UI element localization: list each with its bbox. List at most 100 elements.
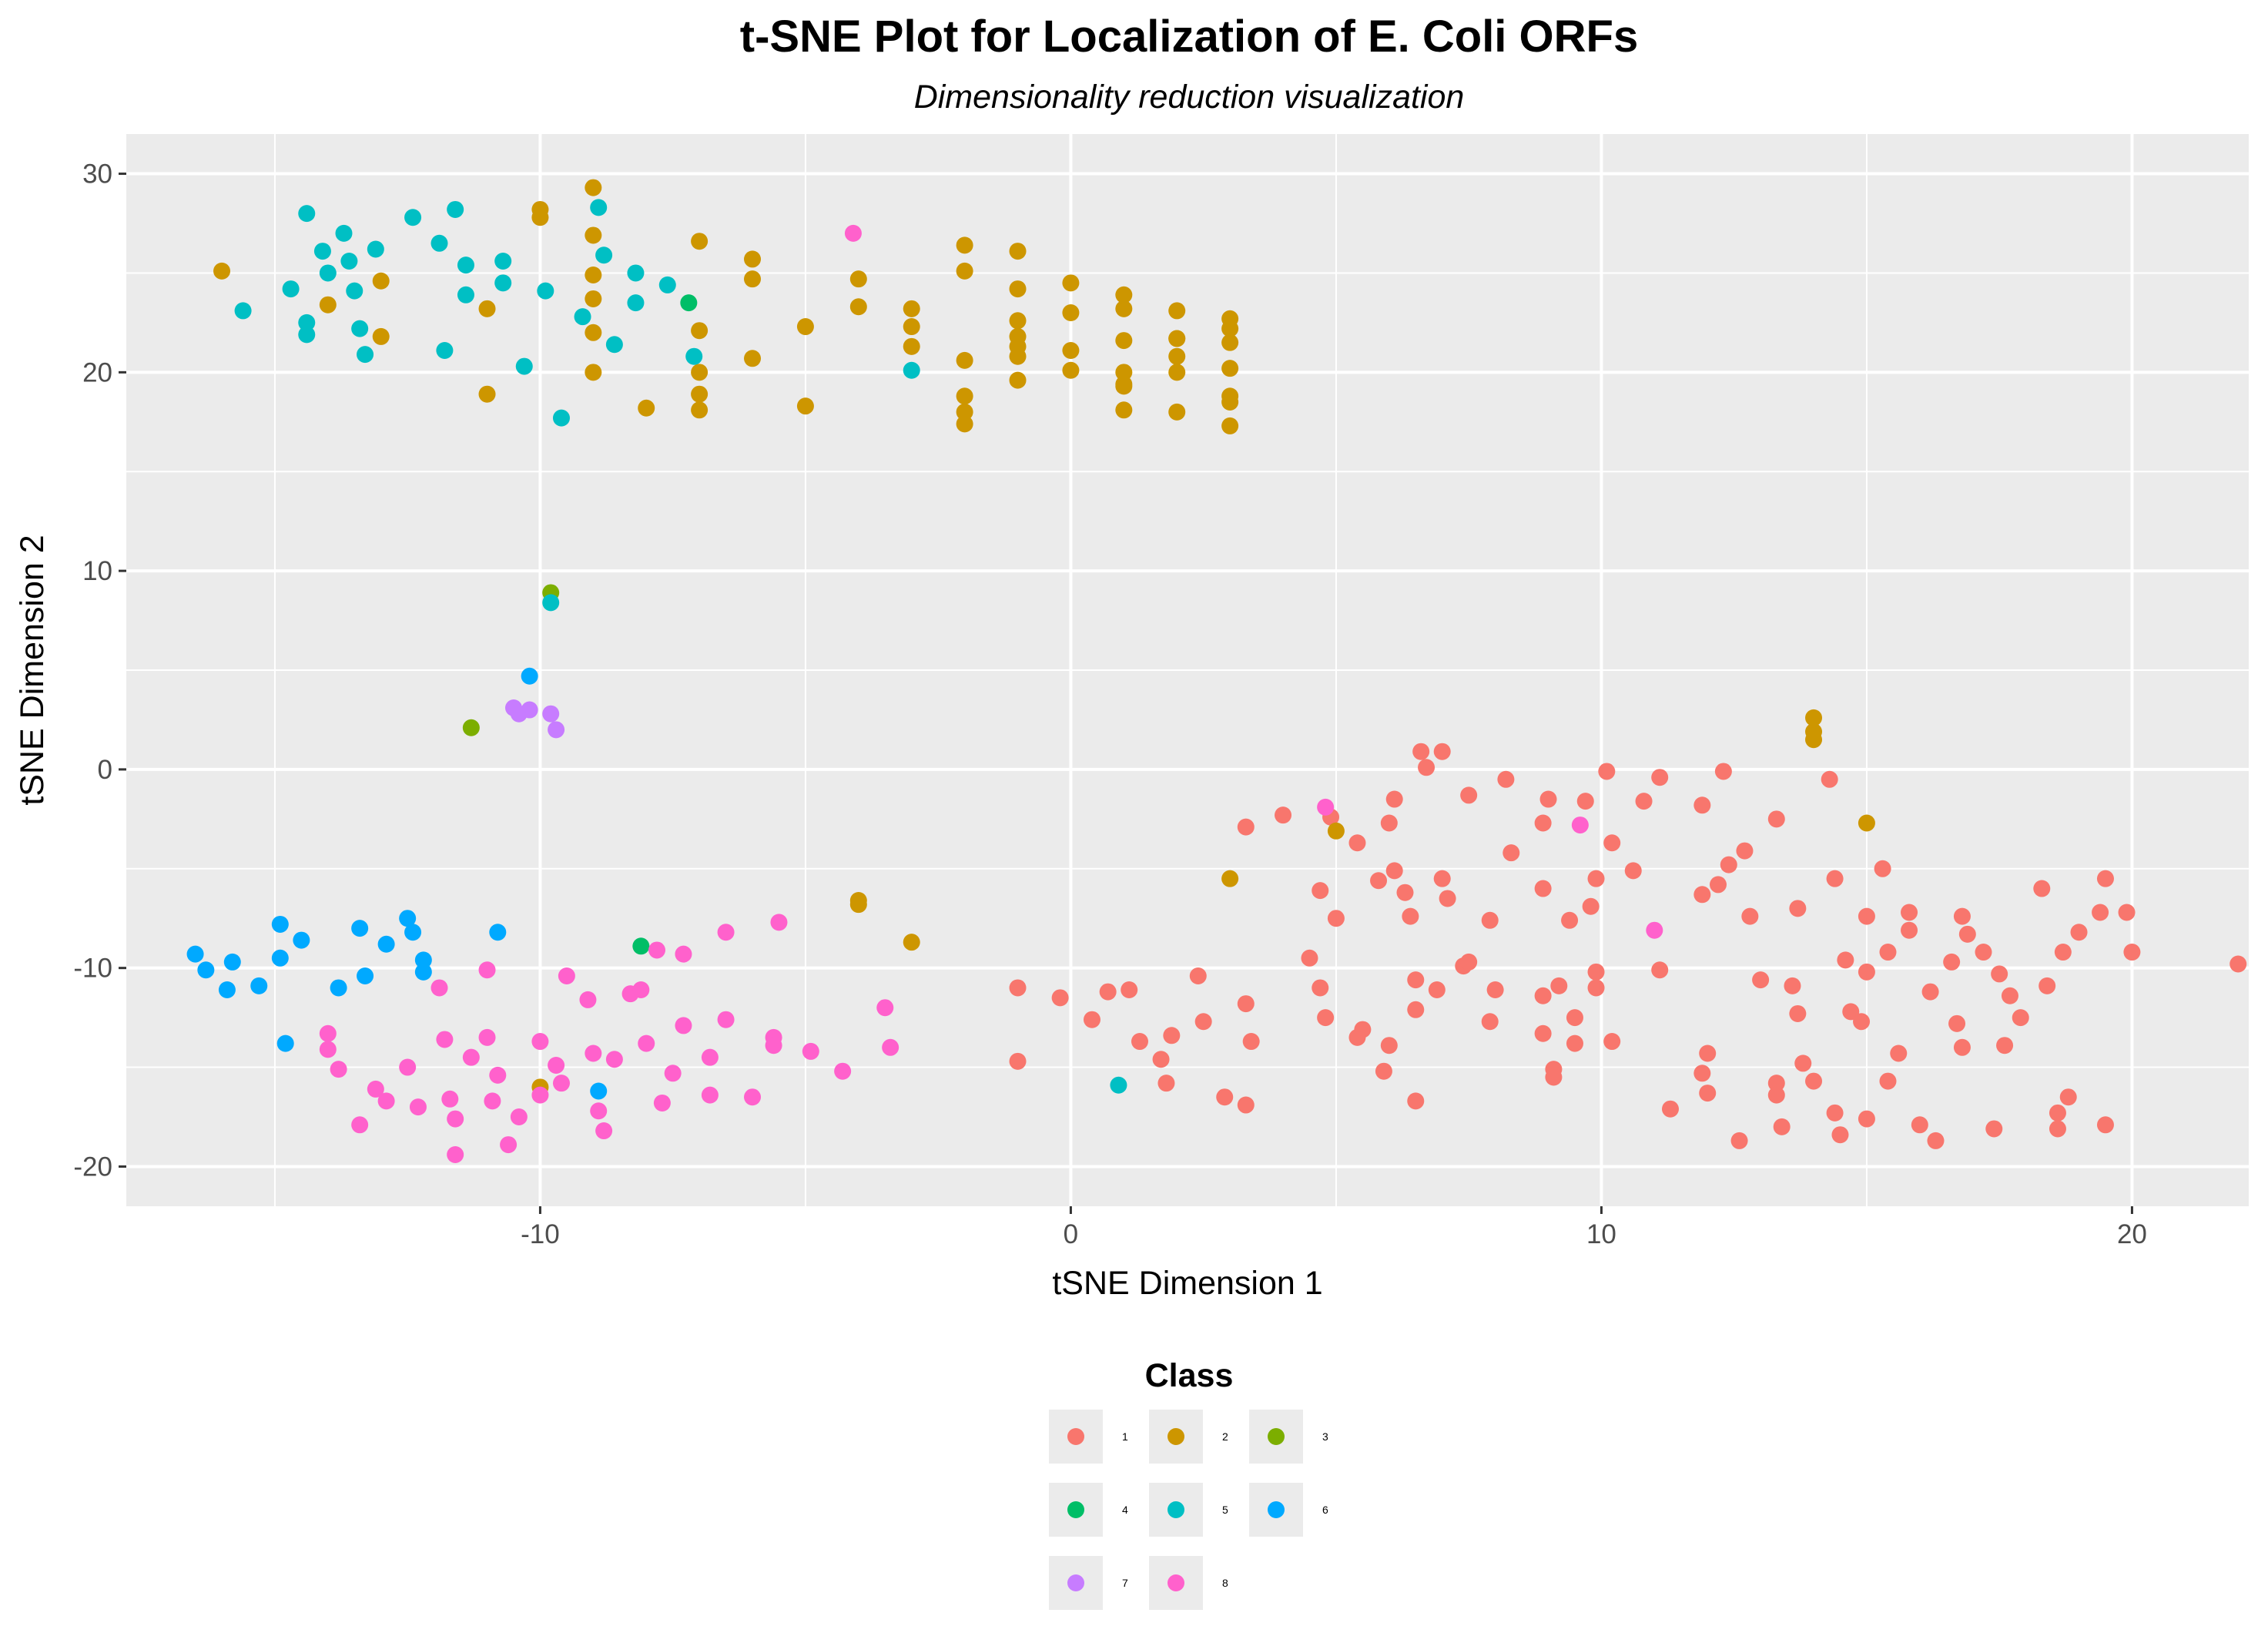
data-point (1534, 987, 1552, 1004)
x-tick-label: -10 (521, 1219, 560, 1249)
data-point (457, 257, 474, 274)
data-point (658, 276, 676, 293)
legend-label: 2 (1222, 1430, 1228, 1443)
legend: 1 2 3 4 5 6 7 8 (1049, 1410, 1328, 1610)
data-point (717, 924, 735, 941)
data-point (319, 1041, 337, 1058)
data-point (605, 336, 623, 354)
data-point (1714, 763, 1732, 780)
data-point (409, 1098, 427, 1116)
data-point (1736, 842, 1754, 860)
data-point (414, 951, 432, 969)
data-point (849, 270, 867, 288)
series-class-2 (213, 179, 1875, 1096)
data-point (585, 1044, 602, 1062)
chart-subtitle: Dimensionality reduction visualization (914, 79, 1465, 116)
data-point (2118, 904, 2136, 921)
legend-swatch (1168, 1574, 1184, 1591)
data-point (1242, 1033, 1260, 1051)
data-point (1858, 963, 1875, 981)
data-point (1624, 862, 1642, 880)
data-point (500, 1136, 518, 1154)
data-point (1587, 979, 1605, 997)
data-point (1221, 870, 1239, 887)
data-point (1661, 1100, 1679, 1118)
legend-label: 8 (1222, 1577, 1228, 1589)
data-point (399, 1058, 417, 1076)
data-point (675, 1017, 692, 1034)
data-point (1221, 310, 1239, 327)
data-point (956, 387, 973, 405)
data-point (1009, 327, 1027, 345)
x-tick-label: 20 (2117, 1219, 2147, 1249)
series-class-7 (504, 699, 565, 739)
data-point (1710, 876, 1727, 894)
data-point (653, 1094, 671, 1112)
data-point (574, 308, 591, 326)
data-point (1312, 882, 1329, 900)
data-point (1168, 364, 1186, 381)
data-point (1566, 1009, 1583, 1027)
data-point (1380, 814, 1398, 832)
data-point (2049, 1120, 2066, 1138)
data-point (271, 949, 289, 967)
data-point (1099, 983, 1117, 1001)
data-point (1890, 1044, 1908, 1062)
data-point (1901, 904, 1918, 921)
data-point (717, 1011, 735, 1028)
data-point (552, 1075, 570, 1092)
data-point (298, 205, 316, 223)
data-point (1083, 1011, 1100, 1028)
data-point (1385, 790, 1403, 808)
data-point (1237, 818, 1255, 836)
data-point (1503, 844, 1520, 862)
data-point (744, 350, 762, 367)
data-point (585, 226, 602, 244)
data-point (1534, 814, 1552, 832)
data-point (1009, 243, 1027, 260)
data-point (548, 721, 565, 739)
y-axis-title: tSNE Dimension 2 (14, 535, 51, 805)
data-point (691, 322, 709, 340)
data-point (1115, 300, 1133, 317)
data-point (685, 347, 703, 365)
data-point (1587, 870, 1605, 887)
data-point (1948, 1014, 1966, 1032)
data-point (1327, 822, 1345, 840)
data-point (1115, 377, 1133, 395)
data-point (346, 282, 363, 300)
data-point (1603, 1033, 1621, 1051)
data-point (494, 274, 512, 292)
data-point (1699, 1044, 1717, 1062)
legend-label: 5 (1222, 1504, 1228, 1516)
data-point (595, 246, 613, 264)
series-class-6 (186, 667, 608, 1100)
data-point (903, 300, 920, 317)
data-point (701, 1048, 719, 1066)
data-point (664, 1065, 682, 1082)
data-point (2070, 924, 2088, 941)
data-point (903, 361, 920, 379)
data-point (1996, 1037, 2014, 1055)
data-point (1805, 709, 1823, 726)
data-point (521, 701, 538, 719)
data-point (765, 1037, 782, 1055)
data-point (1953, 907, 1971, 925)
x-axis-title: tSNE Dimension 1 (1052, 1265, 1322, 1302)
data-point (903, 318, 920, 336)
data-point (1741, 907, 1759, 925)
data-point (1646, 921, 1663, 939)
data-point (399, 910, 417, 927)
data-point (585, 290, 602, 307)
data-point (802, 1042, 819, 1060)
data-point (330, 1061, 347, 1078)
data-point (1460, 786, 1478, 804)
data-point (579, 991, 597, 1008)
data-point (956, 262, 973, 280)
chart-title: t-SNE Plot for Localization of E. Coli O… (740, 12, 1638, 62)
data-point (1561, 911, 1579, 929)
data-point (1317, 1009, 1335, 1027)
data-point (770, 914, 788, 931)
data-point (1237, 1096, 1255, 1114)
legend-item-class-3: 3 (1249, 1410, 1328, 1464)
